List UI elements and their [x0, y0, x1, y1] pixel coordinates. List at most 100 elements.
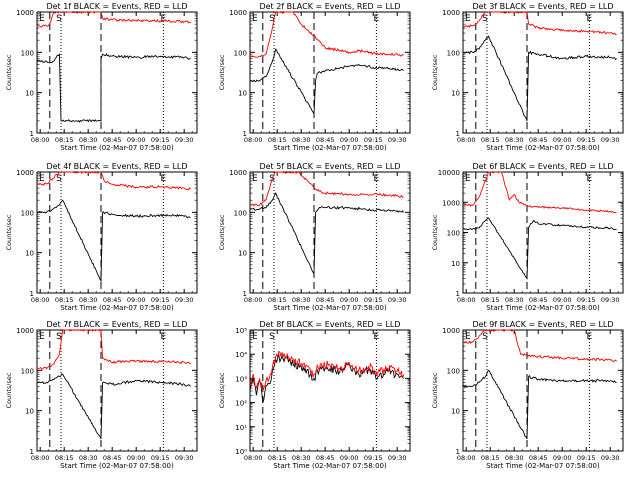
y-axis-label: Counts/sec [5, 214, 13, 250]
x-tick-label: 08:45 [316, 454, 335, 462]
x-tick-label: 08:15 [481, 454, 500, 462]
x-tick-label: 08:45 [529, 136, 548, 144]
y-tick-label: 1 [30, 290, 34, 298]
panel-title: Det 3f BLACK = Events, RED = LLD [472, 2, 613, 11]
x-tick-label: 08:30 [292, 454, 311, 462]
y-tick-label: 10¹ [235, 424, 247, 432]
y-tick-label: 1000 [442, 327, 460, 335]
x-tick-label: 09:00 [127, 296, 146, 304]
x-tick-label: 09:15 [364, 454, 383, 462]
marker-label-e: E [465, 332, 471, 342]
y-tick-label: 10 [451, 90, 460, 98]
marker-label-s: S [56, 14, 62, 24]
series-line-events [462, 217, 617, 280]
x-tick-label: 08:30 [505, 454, 524, 462]
panel-title: Det 7f BLACK = Events, RED = LLD [46, 320, 187, 329]
y-tick-label: 100 [447, 230, 460, 238]
marker-label-s: S [56, 332, 62, 342]
x-tick-label: 08:30 [79, 454, 98, 462]
x-tick-label: 08:30 [79, 296, 98, 304]
x-tick-label: 09:15 [577, 296, 596, 304]
y-tick-label: 1000 [442, 199, 460, 207]
y-tick-label: 1000 [16, 169, 34, 177]
series-line-lld [462, 11, 617, 36]
x-tick-label: 08:15 [55, 454, 74, 462]
panel-title: Det 6f BLACK = Events, RED = LLD [472, 162, 613, 171]
x-axis-label: Start Time (02-Mar-07 07:58:00) [486, 144, 600, 152]
x-tick-label: 08:45 [529, 454, 548, 462]
panel-det-9: Det 9f BLACK = Events, RED = LLD 1 10 100 10… [431, 320, 624, 470]
marker-label-s: S [269, 14, 275, 24]
marker-label-e: E [252, 332, 258, 342]
x-axis-label: Start Time (02-Mar-07 07:58:00) [273, 144, 387, 152]
plot-frame [249, 11, 411, 134]
series-line-lld [36, 171, 191, 191]
x-tick-label: 08:30 [292, 136, 311, 144]
panel-title: Det 1f BLACK = Events, RED = LLD [46, 2, 187, 11]
y-tick-label: 1000 [229, 9, 247, 17]
x-tick-label: 09:30 [601, 454, 620, 462]
x-tick-label: 09:15 [577, 454, 596, 462]
x-tick-label: 09:15 [151, 296, 170, 304]
plot-frame [36, 11, 198, 134]
series-line-events [37, 373, 191, 440]
series-line-lld [462, 329, 617, 363]
y-axis-label: Counts/sec [431, 54, 439, 90]
x-tick-label: 08:15 [481, 136, 500, 144]
y-axis-label: Counts/sec [218, 372, 226, 408]
x-tick-label: 08:00 [31, 136, 50, 144]
y-tick-label: 1000 [229, 169, 247, 177]
x-tick-label: 08:45 [316, 296, 335, 304]
marker-label-e: E [374, 14, 380, 24]
marker-label-e: E [587, 14, 593, 24]
marker-label-e: E [39, 14, 45, 24]
y-axis-label: Counts/sec [218, 214, 226, 250]
plot-frame [462, 11, 624, 134]
x-tick-label: 09:15 [577, 136, 596, 144]
y-tick-label: 10⁴ [235, 351, 247, 359]
x-axis-label: Start Time (02-Mar-07 07:58:00) [273, 462, 387, 470]
panel-det-4: Det 4f BLACK = Events, RED = LLD 1 10 100 10… [5, 162, 198, 312]
series-line-events [36, 53, 191, 123]
series-line-lld [249, 11, 404, 58]
x-tick-label: 08:15 [268, 136, 287, 144]
x-tick-label: 08:00 [31, 296, 50, 304]
marker-label-e: E [161, 174, 167, 184]
marker-label-s: S [482, 174, 488, 184]
x-tick-label: 08:45 [529, 296, 548, 304]
y-tick-label: 1000 [16, 9, 34, 17]
x-tick-label: 09:00 [553, 454, 572, 462]
y-axis-label: Counts/sec [5, 372, 13, 408]
x-tick-label: 08:45 [103, 454, 122, 462]
marker-label-e: E [374, 332, 380, 342]
x-tick-label: 08:00 [457, 136, 476, 144]
y-axis-label: Counts/sec [431, 372, 439, 408]
marker-label-e: E [252, 14, 258, 24]
panel-det-3: Det 3f BLACK = Events, RED = LLD 1 10 100 10… [431, 2, 624, 152]
x-tick-label: 09:30 [388, 136, 407, 144]
y-tick-label: 10 [238, 90, 247, 98]
x-axis-label: Start Time (02-Mar-07 07:58:00) [273, 304, 387, 312]
x-tick-label: 09:15 [364, 296, 383, 304]
marker-label-s: S [482, 14, 488, 24]
marker-label-e: E [161, 332, 167, 342]
x-tick-label: 08:30 [79, 136, 98, 144]
x-tick-label: 08:30 [505, 296, 524, 304]
x-tick-label: 09:30 [388, 296, 407, 304]
x-tick-label: 08:00 [31, 454, 50, 462]
y-tick-label: 100 [234, 209, 247, 217]
x-tick-label: 08:45 [103, 296, 122, 304]
y-tick-label: 1 [243, 290, 247, 298]
x-tick-label: 09:00 [340, 454, 359, 462]
y-tick-label: 10⁰ [235, 448, 247, 456]
plot-frame [249, 171, 411, 294]
marker-label-s: S [56, 174, 62, 184]
y-tick-label: 100 [234, 49, 247, 57]
panel-title: Det 8f BLACK = Events, RED = LLD [259, 320, 400, 329]
x-tick-label: 09:15 [364, 136, 383, 144]
y-tick-label: 100 [21, 367, 34, 375]
panel-det-7: Det 7f BLACK = Events, RED = LLD 1 10 100 10… [5, 320, 198, 470]
y-tick-label: 1 [456, 290, 460, 298]
y-tick-label: 1000 [442, 9, 460, 17]
